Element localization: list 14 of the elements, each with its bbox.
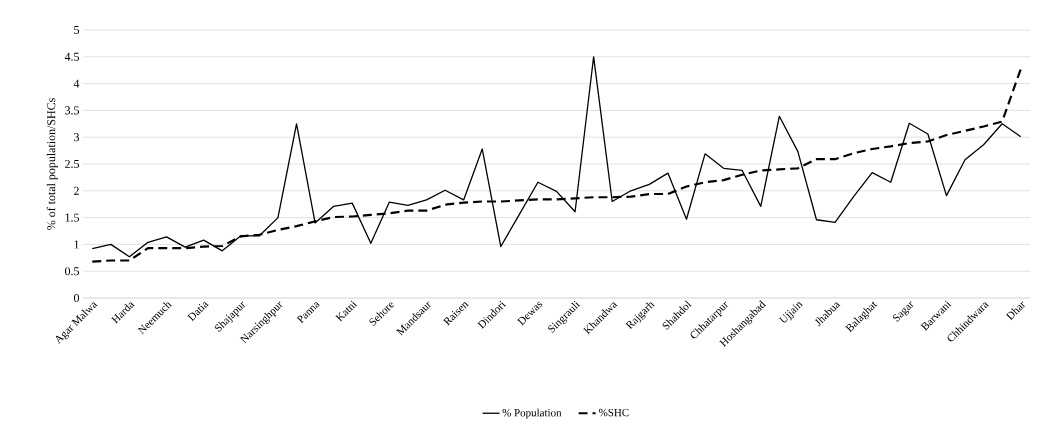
y-tick-label: 2.5 <box>65 159 80 169</box>
y-tick-label: 3 <box>74 133 80 142</box>
y-tick-label: 0.5 <box>64 267 80 276</box>
y-tick-label: 4.5 <box>64 52 80 61</box>
y-tick-label: 1 <box>74 240 79 249</box>
y-axis-title: % of total population/SHCs <box>46 98 58 230</box>
y-tick-label: 0 <box>73 293 80 303</box>
y-tick-label: 5 <box>74 26 80 34</box>
y-tick-label: 4 <box>73 79 80 88</box>
legend-label: % Population <box>502 408 562 419</box>
y-tick-label: 3.5 <box>65 106 80 115</box>
y-tick-label: 2 <box>74 186 79 195</box>
legend-label: %SHC <box>599 408 629 417</box>
y-tick-label: 1.5 <box>65 213 80 222</box>
